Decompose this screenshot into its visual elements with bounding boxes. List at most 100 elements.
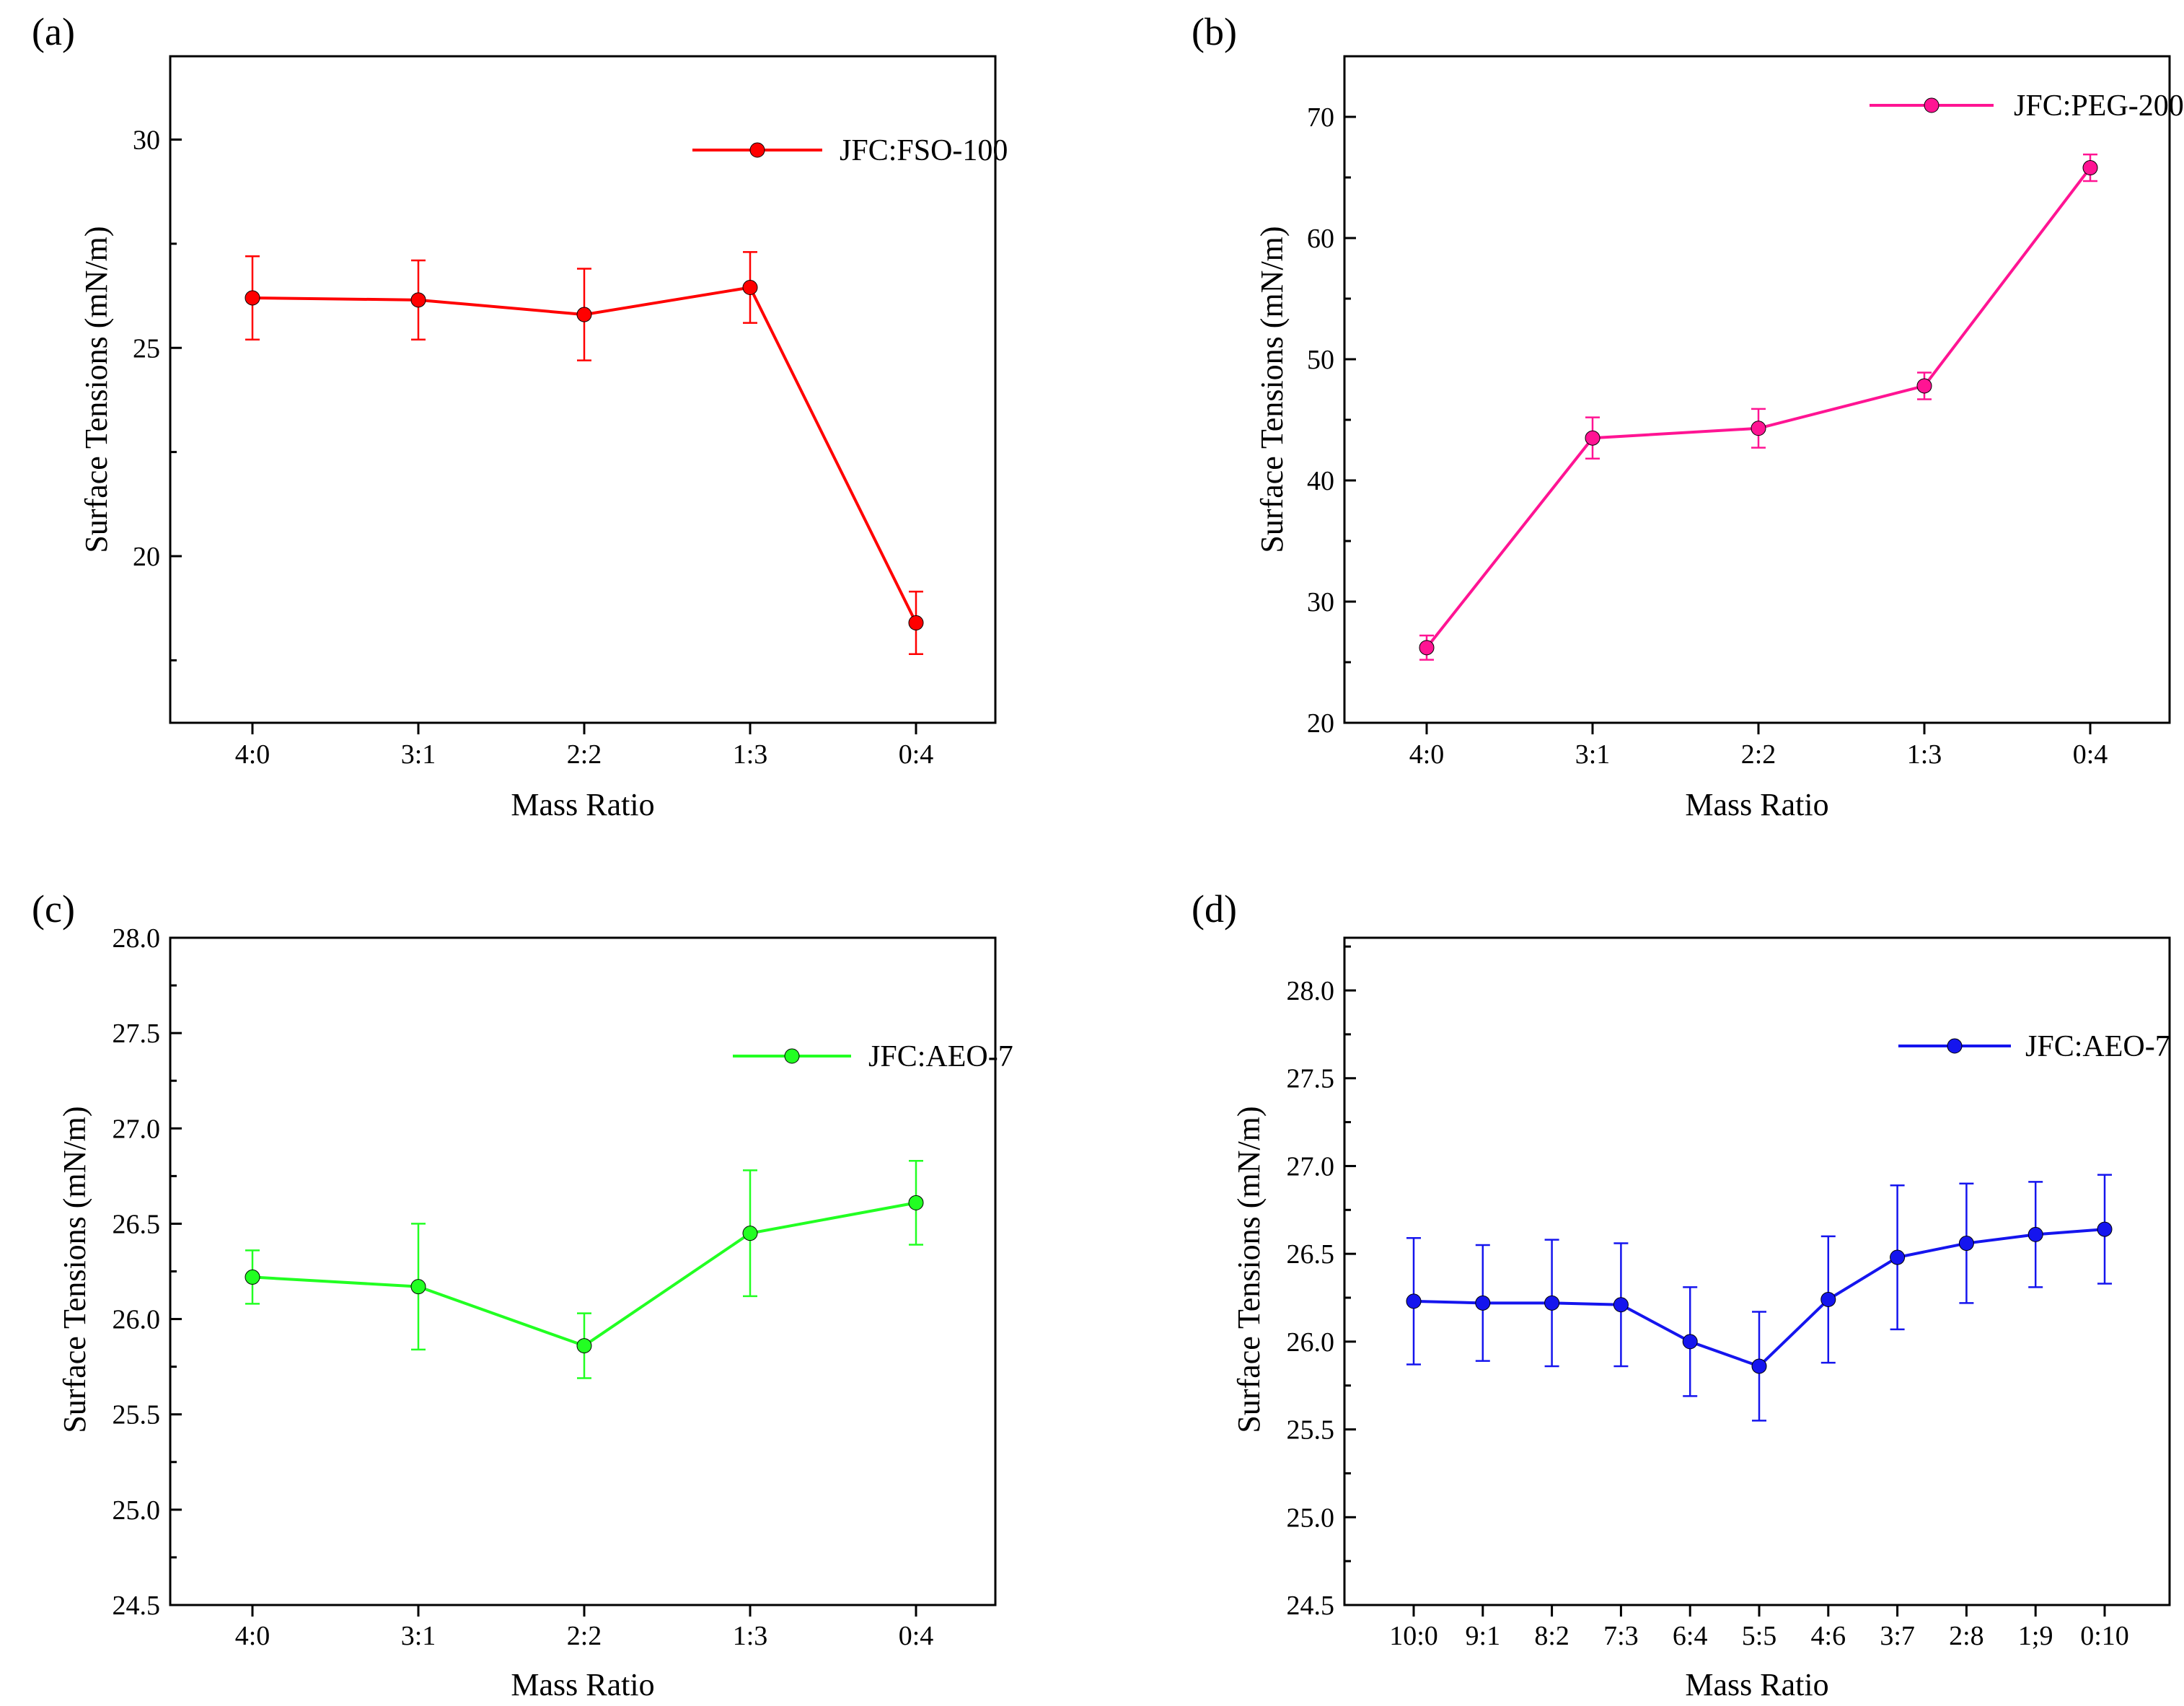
data-point (2082, 160, 2098, 176)
legend-marker (749, 142, 765, 158)
legend-label: JFC:AEO-7 (868, 1040, 1013, 1073)
y-tick-label: 28.0 (1287, 976, 1335, 1006)
y-tick-label: 27.5 (113, 1019, 161, 1049)
panel-label: (b) (1192, 10, 1237, 53)
y-axis-title: Surface Tensions (mN/m) (1231, 1106, 1267, 1433)
x-tick-label: 2:2 (567, 739, 602, 770)
legend-marker (1924, 97, 1939, 113)
panel-label: (a) (32, 10, 75, 53)
legend-marker (784, 1048, 800, 1064)
data-point (2097, 1221, 2113, 1237)
y-tick-label: 27.0 (113, 1114, 161, 1144)
data-point (908, 1195, 924, 1210)
data-point (742, 1226, 758, 1241)
data-point (410, 1279, 426, 1295)
x-tick-label: 0:4 (2073, 739, 2108, 770)
y-tick-label: 30 (133, 126, 160, 156)
plot-frame (169, 55, 997, 724)
x-tick-label: 7:3 (1603, 1621, 1639, 1651)
x-axis-title: Mass Ratio (511, 1667, 654, 1702)
data-point (1613, 1297, 1629, 1313)
x-tick-label: 5:5 (1742, 1621, 1777, 1651)
x-tick-label: 3:7 (1880, 1621, 1915, 1651)
data-point (1475, 1295, 1491, 1311)
x-tick-label: 2:2 (1741, 739, 1776, 770)
plot-frame (169, 936, 997, 1606)
x-tick-label: 1;9 (2018, 1621, 2053, 1651)
x-tick-label: 3:1 (1575, 739, 1611, 770)
y-tick-label: 25.5 (113, 1400, 161, 1430)
data-point (742, 280, 758, 296)
y-tick-label: 27.5 (1287, 1064, 1335, 1094)
data-point (410, 292, 426, 308)
data-point (245, 1269, 260, 1285)
x-tick-label: 2:2 (567, 1621, 602, 1651)
y-tick-label: 26.0 (113, 1305, 161, 1335)
x-tick-label: 2:8 (1949, 1621, 1984, 1651)
y-axis-title: Surface Tensions (mN/m) (57, 1106, 92, 1433)
x-tick-label: 3:1 (401, 739, 436, 770)
panel-label: (d) (1192, 887, 1237, 931)
y-tick-label: 24.5 (113, 1591, 161, 1621)
x-tick-label: 1:3 (733, 1621, 768, 1651)
data-point (1585, 430, 1600, 446)
series-line (1425, 167, 2092, 649)
y-tick-label: 24.5 (1287, 1591, 1335, 1621)
data-point (1419, 640, 1435, 656)
plot-frame (1343, 55, 2171, 724)
y-axis-title: Surface Tensions (mN/m) (79, 226, 114, 553)
plot-frame (1343, 936, 2171, 1606)
data-point (1890, 1249, 1906, 1265)
x-tick-label: 4:0 (235, 739, 270, 770)
data-point (1544, 1295, 1560, 1311)
data-point (1751, 421, 1766, 436)
y-tick-label: 25.5 (1287, 1415, 1335, 1446)
y-tick-label: 25.0 (113, 1495, 161, 1526)
legend-marker (1947, 1038, 1963, 1054)
chart-panel-c: (c) 24.5 25.0 25.5 26.0 26.5 27.0 27.5 28.0 4:0 3:… (32, 887, 1013, 1702)
y-tick-label: 25.0 (1287, 1503, 1335, 1533)
data-point (1916, 378, 1932, 394)
legend-label: JFC:AEO-7 (2025, 1030, 2170, 1063)
x-axis-title: Mass Ratio (1685, 1667, 1828, 1702)
data-point (1682, 1334, 1698, 1350)
data-point (1406, 1293, 1422, 1309)
data-point (1751, 1358, 1767, 1374)
x-tick-label: 0:10 (2080, 1621, 2129, 1651)
data-point (2027, 1226, 2043, 1242)
data-point (576, 1338, 592, 1354)
y-tick-label: 25 (133, 333, 160, 364)
x-tick-label: 10:0 (1389, 1621, 1438, 1651)
x-tick-label: 0:4 (899, 1621, 934, 1651)
x-tick-label: 4:0 (1409, 739, 1445, 770)
y-tick-label: 27.0 (1287, 1151, 1335, 1182)
y-tick-label: 70 (1307, 102, 1334, 133)
x-tick-label: 1:3 (733, 739, 768, 770)
x-tick-label: 9:1 (1466, 1621, 1501, 1651)
y-tick-label: 50 (1307, 345, 1334, 375)
x-tick-label: 0:4 (899, 739, 934, 770)
chart-panel-b: (b) 20 30 40 50 60 70 4:0 3:1 2:2 1:3 0:4 Mass Ratio… (1192, 10, 2184, 822)
x-tick-label: 8:2 (1534, 1621, 1569, 1651)
legend-label: JFC:PEG-200 (2014, 89, 2184, 123)
data-point (1820, 1291, 1836, 1307)
y-tick-label: 26.5 (1287, 1239, 1335, 1270)
panel-label: (c) (32, 887, 75, 931)
x-tick-label: 4:0 (235, 1621, 270, 1651)
x-tick-label: 3:1 (401, 1621, 436, 1651)
chart-panel-a: (a) 20 25 30 4:0 3:1 2:2 1:3 0:4 Mass Ratio Surfac… (32, 10, 1008, 822)
y-tick-label: 60 (1307, 224, 1334, 254)
x-tick-label: 6:4 (1673, 1621, 1708, 1651)
y-tick-label: 26.5 (113, 1209, 161, 1239)
x-tick-label: 1:3 (1907, 739, 1942, 770)
legend-label: JFC:FSO-100 (840, 134, 1008, 167)
chart-panel-d: (d) 24.5 25.0 25.5 26.0 26.5 27.0 27.5 28.0 10:0 9… (1192, 887, 2171, 1702)
y-tick-label: 20 (1307, 708, 1334, 739)
data-point (576, 307, 592, 322)
data-point (1958, 1236, 1974, 1252)
y-axis-title: Surface Tensions (mN/m) (1254, 226, 1290, 553)
x-tick-label: 4:6 (1811, 1621, 1846, 1651)
x-axis-title: Mass Ratio (511, 787, 654, 822)
data-point (245, 290, 260, 306)
